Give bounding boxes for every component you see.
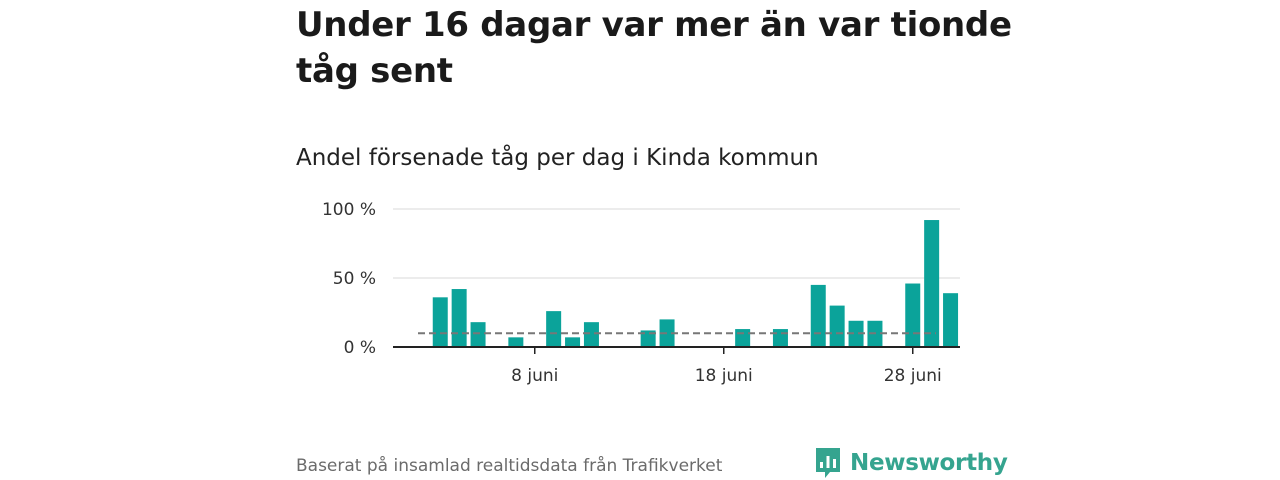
brand-logo: Newsworthy <box>814 446 1008 480</box>
y-tick-label: 100 % <box>322 200 376 220</box>
chart-title: Under 16 dagar var mer än var tionde tåg… <box>296 5 1012 91</box>
x-tick-label: 8 juni <box>511 366 558 386</box>
bar <box>451 289 467 347</box>
bar <box>735 329 751 347</box>
bar <box>432 297 448 347</box>
y-tick-label: 0 % <box>344 338 376 358</box>
bar <box>565 337 581 347</box>
x-tick-label: 18 juni <box>695 366 753 386</box>
x-axis <box>393 346 960 354</box>
x-tick-label: 28 juni <box>884 366 942 386</box>
source-note: Baserat på insamlad realtidsdata från Tr… <box>296 456 723 476</box>
bars <box>432 220 959 347</box>
bar <box>470 322 486 347</box>
bar <box>905 283 921 347</box>
y-tick-label: 50 % <box>333 269 376 289</box>
bar <box>546 311 562 347</box>
bar <box>848 320 864 347</box>
bar <box>810 284 826 347</box>
bar <box>829 305 845 347</box>
brand-name: Newsworthy <box>850 450 1008 476</box>
bar <box>772 329 788 347</box>
y-axis-labels: 0 % 50 % 100 % <box>322 200 376 358</box>
gridlines <box>393 208 960 279</box>
bar <box>943 293 959 347</box>
bar <box>583 322 599 347</box>
chart-subtitle: Andel försenade tåg per dag i Kinda komm… <box>296 145 819 171</box>
bar-chart-bubble-icon <box>816 448 840 478</box>
x-axis-labels: 8 juni 18 juni 28 juni <box>511 366 942 386</box>
bar <box>640 330 656 347</box>
bar <box>508 337 524 347</box>
bar <box>924 220 940 347</box>
bar <box>659 319 675 347</box>
